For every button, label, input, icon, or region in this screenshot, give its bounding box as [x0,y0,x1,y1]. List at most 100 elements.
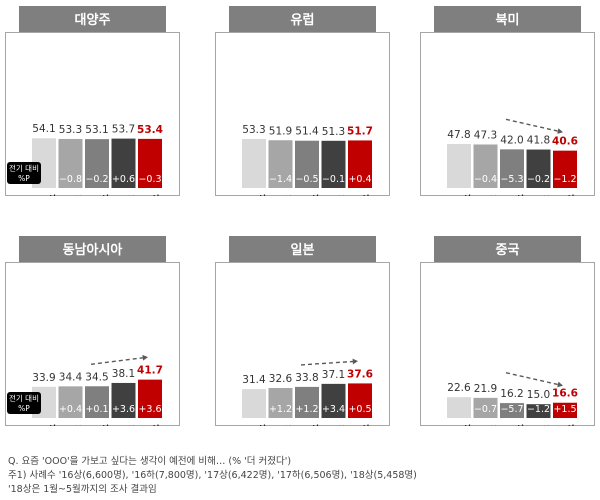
value-label: 41.7 [137,365,163,377]
chart-europe: 유럽 53.3 51.9 −1.4 51.4 −0.5 51.3 −0.1 51.7 +0.4 '1… [215,6,390,196]
change-label: +3.4 [322,404,345,415]
category-label: '17하 [527,424,551,426]
bar [138,379,162,418]
bar [348,140,372,188]
category-label: '17상 [500,424,525,426]
bar [553,402,577,418]
change-label: −0.8 [59,174,82,185]
bar [295,386,319,418]
value-label: 40.6 [552,136,578,148]
change-label: −1.2 [527,404,550,415]
panel-japan: 일본 31.432.6 +1.2 33.8 +1.2 37.1 +3.4 37.6 +0.5 '1… [215,236,390,426]
footnote-sample-size: 주1) 사례수 '16상(6,600명), '16하(7,800명), '17상… [8,470,417,481]
chart-title: 동남아시아 [63,242,123,258]
change-label: −1.4 [269,174,292,185]
value-label: 42.0 [500,134,523,146]
chart-title: 중국 [496,243,520,258]
panel-frame [420,262,595,426]
change-label: +0.1 [85,404,108,415]
panel-north-america: 북미 47.8 47.3 −0.4 42.0 −5.3 41.8 −0.2 40.6 −1.2 '1… [420,6,595,196]
change-label: +1.2 [269,404,292,415]
category-label: '18상* [345,424,375,426]
panel-header [19,236,166,262]
badge-line1: 전기 대비 [9,393,39,403]
change-label: +0.6 [112,174,135,185]
value-label: 15.0 [527,389,550,401]
value-label: 32.6 [269,373,293,385]
change-label: +1.2 [295,404,318,415]
change-label: −0.2 [527,174,550,185]
value-label: 51.7 [347,125,373,137]
bar [500,149,524,188]
value-label: 53.3 [242,124,265,136]
change-label: −0.7 [474,404,497,415]
category-label: '18상* [550,424,580,426]
category-label: '18상* [345,194,375,196]
chart-title: 유럽 [291,13,315,28]
category-label: '17하 [112,194,136,196]
change-label: +1.5 [553,404,576,415]
value-label: 37.1 [322,369,345,381]
badge-line2: %P [18,404,30,413]
change-label: +0.4 [348,174,371,185]
category-label: '18상* [135,194,165,196]
bar [473,144,498,188]
change-label: −0.5 [295,174,318,185]
panel-header [229,6,376,32]
trend-arrow-line [90,356,145,365]
change-label: −0.3 [138,174,161,185]
bar [242,138,266,188]
category-label: '17하 [527,194,551,196]
value-label: 53.7 [112,124,135,136]
value-label: 16.2 [500,388,523,400]
category-label: '18상* [550,194,580,196]
panel-southeast-asia: 동남아시아 33.9 34.4 +0.4 34.5 +0.1 38.1 +3.6 41.7 +3.… [5,236,180,426]
badge-line2: %P [18,174,30,183]
value-label: 31.4 [242,374,266,386]
category-label: '17하 [322,194,346,196]
bar [58,138,83,188]
chart-title: 대양주 [75,13,111,28]
change-badge [7,392,41,414]
bar [58,386,83,418]
category-label: '16상 [242,194,267,196]
category-label: '17상 [295,424,320,426]
trend-arrow-head [352,358,358,365]
category-label: '17상 [85,424,110,426]
chart-southeast-asia: 동남아시아 33.9 34.4 +0.4 34.5 +0.1 38.1 +3.6 41.7 +3.… [5,236,180,426]
bar [553,150,577,188]
value-label: 37.6 [347,368,373,380]
category-label: '17하 [322,424,346,426]
change-label: −5.3 [500,174,523,185]
category-label: '16하 [59,194,83,196]
value-label: 41.8 [527,135,550,147]
value-label: 53.4 [137,124,163,136]
panel-europe: 유럽 53.3 51.9 −1.4 51.4 −0.5 51.3 −0.1 51.7 +0.4 '1… [215,6,390,196]
bar [526,404,551,418]
category-label: '16상 [32,424,57,426]
bar [268,388,293,418]
change-label: +3.6 [112,404,135,415]
value-label: 53.3 [59,124,82,136]
value-label: 51.3 [322,126,345,138]
footnotes: Q. 요즘 'OOO'을 가보고 싶다는 생각이 예전에 비해… (% '더 커… [8,455,593,497]
value-label: 47.8 [447,129,470,141]
footnote-question: Q. 요즘 'OOO'을 가보고 싶다는 생각이 예전에 비해… (% '더 커… [8,456,292,467]
value-label: 33.9 [32,372,55,384]
bar [111,138,136,188]
bar [447,397,471,418]
category-label: '18상* [135,424,165,426]
value-label: 34.5 [85,371,108,383]
trend-arrow-head [142,354,148,361]
change-label: −1.2 [553,174,576,185]
value-label: 38.1 [112,368,135,380]
category-label: '16하 [59,424,83,426]
bar [526,149,551,188]
panel-header [434,236,581,262]
value-label: 34.4 [59,371,83,383]
change-label: −0.4 [474,174,497,185]
badge-line1: 전기 대비 [9,163,39,173]
value-label: 33.8 [295,372,318,384]
value-label: 53.1 [85,124,108,136]
trend-arrow-head [557,381,563,388]
